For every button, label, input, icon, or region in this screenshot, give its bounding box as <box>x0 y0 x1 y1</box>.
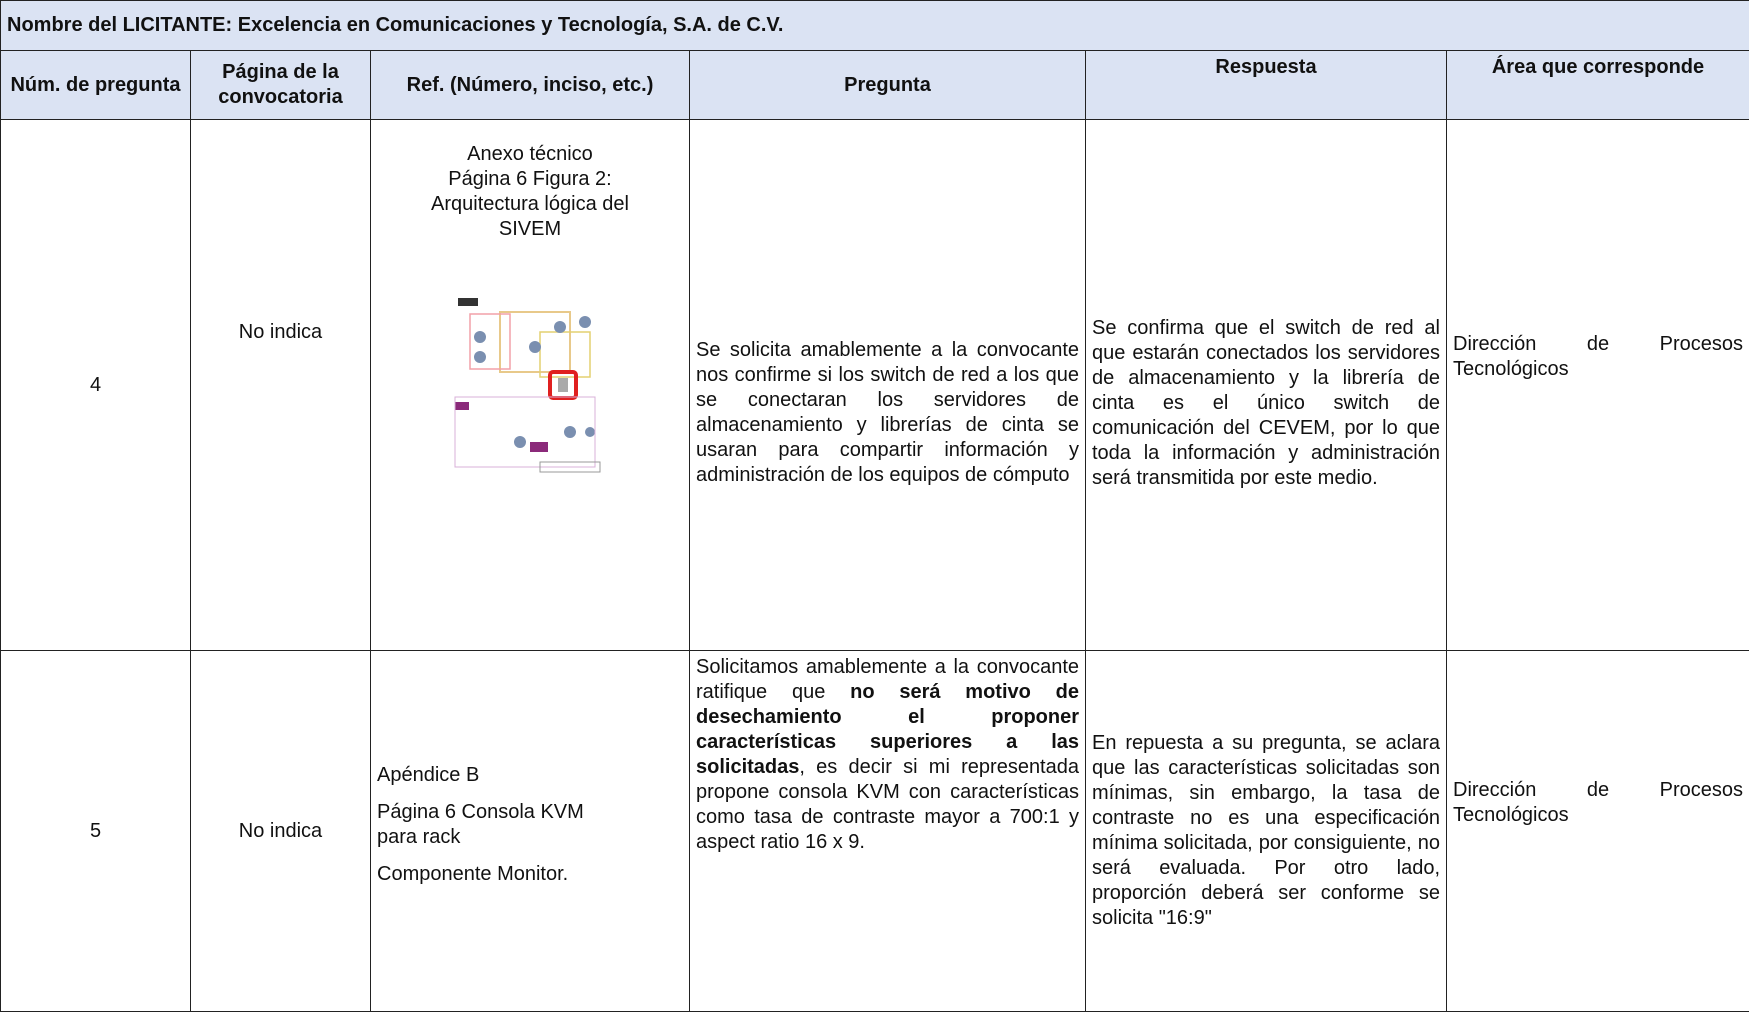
column-header: Respuesta <box>1086 51 1447 120</box>
question-number: 5 <box>1 651 191 1012</box>
question-number: 4 <box>1 120 191 651</box>
area-text: Dirección de Procesos Tecnológicos <box>1447 120 1749 651</box>
reference: Anexo técnico Página 6 Figura 2: Arquite… <box>371 120 690 651</box>
question-run: Se solicita amablemente a la convocante … <box>696 339 1079 486</box>
ref-line: Arquitectura lógica del SIVEM <box>377 192 683 242</box>
page-ref: No indica <box>191 120 371 651</box>
answer-text: Se confirma que el switch de red al que … <box>1086 120 1447 651</box>
ref-line: Página 6 Consola KVM para rack <box>377 800 629 850</box>
question-text: Solicitamos amablemente a la convocante … <box>690 651 1086 1012</box>
column-header: Área que corresponde <box>1447 51 1749 120</box>
reference: Apéndice B Página 6 Consola KVM para rac… <box>371 651 690 1012</box>
answer-text: En repuesta a su pregunta, se aclara que… <box>1086 651 1447 1012</box>
area-text: Dirección de Procesos Tecnológicos <box>1447 651 1749 1012</box>
column-header: Núm. de pregunta <box>1 51 191 120</box>
page-ref: No indica <box>191 651 371 1012</box>
ref-line: Apéndice B <box>377 763 629 788</box>
ref-line: Página 6 Figura 2: <box>377 167 683 192</box>
architecture-figure <box>450 292 610 482</box>
question-text: Se solicita amablemente a la convocante … <box>690 120 1086 651</box>
column-header: Página de la convocatoria <box>191 51 371 120</box>
column-header: Ref. (Número, inciso, etc.) <box>371 51 690 120</box>
table-title: Nombre del LICITANTE: Excelencia en Comu… <box>1 1 1749 51</box>
ref-line: Anexo técnico <box>377 142 683 167</box>
ref-line: Componente Monitor. <box>377 862 629 887</box>
column-header: Pregunta <box>690 51 1086 120</box>
page: Nombre del LICITANTE: Excelencia en Comu… <box>0 0 1749 849</box>
